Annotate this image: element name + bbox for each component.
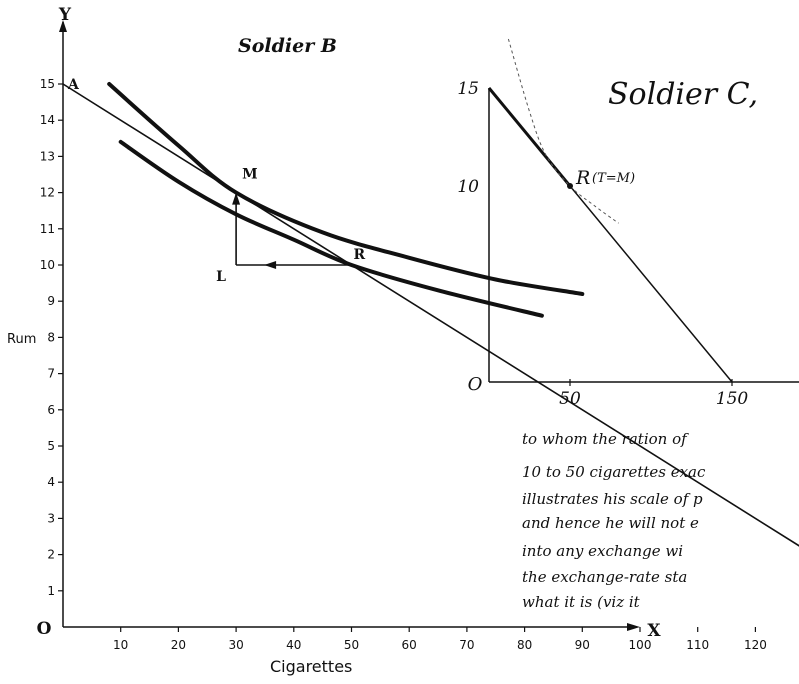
note-line: what it is (viz it	[522, 593, 641, 611]
point-a-label: A	[67, 77, 80, 93]
soldier-c-axes	[488, 88, 799, 386]
y-tick-label: 1	[47, 584, 55, 598]
inset-x-tick-label: 150	[716, 389, 749, 409]
indifference-curve-1	[107, 82, 585, 296]
y-tick-label: 8	[47, 330, 55, 344]
soldier-c-labels: O 10 15 50 150 R (T=M)	[457, 79, 748, 409]
y-tick-label: 2	[47, 548, 55, 562]
x-tick-label: 110	[686, 638, 709, 652]
indifference-curve-2	[118, 139, 544, 318]
x-axis-arrow	[627, 623, 640, 631]
x-tick-label: 100	[629, 638, 652, 652]
y-tick-label: 15	[40, 77, 55, 91]
origin-label: O	[37, 619, 52, 639]
x-tick-label: 20	[171, 638, 186, 652]
y-tick-label: 14	[40, 113, 55, 127]
soldier-b-axes	[59, 20, 640, 631]
inset-point-r-label: R	[575, 167, 590, 189]
inset-indifference-curve	[507, 38, 619, 224]
x-tick-label: 120	[744, 638, 767, 652]
note-line: the exchange-rate sta	[522, 568, 687, 586]
inset-budget-line-bold	[487, 87, 572, 187]
soldier-b-title: Soldier B	[238, 35, 337, 57]
x-tick-label: 50	[344, 638, 359, 652]
budget-line-ab	[62, 83, 799, 547]
inset-origin-label: O	[468, 374, 483, 395]
note-line: 10 to 50 cigarettes exac	[522, 463, 706, 481]
x-tick-label: 30	[228, 638, 243, 652]
y-tick-label: 11	[40, 222, 55, 236]
inset-point-r	[567, 183, 573, 189]
soldier-c-title: Soldier C,	[608, 77, 758, 112]
handwritten-note: to whom the ration of 10 to 50 cigarettes…	[522, 430, 706, 611]
x-tick-label: 10	[113, 638, 128, 652]
y-tick-label: 13	[40, 149, 55, 163]
trade-vertical-arrow	[232, 192, 241, 205]
point-m-label: M	[242, 167, 258, 183]
x-tick-label: 70	[459, 638, 474, 652]
y-tick-label: 10	[40, 258, 55, 272]
inset-point-r-annotation: (T=M)	[592, 171, 635, 186]
x-tick-label: 90	[575, 638, 590, 652]
inset-y-tick-label: 15	[457, 79, 479, 99]
y-axis-arrow	[59, 20, 67, 32]
note-line: and hence he will not e	[522, 514, 699, 532]
soldier-b-y-axis-label: Rum	[7, 332, 36, 347]
y-tick-label: 6	[47, 403, 55, 417]
soldier-b-series	[62, 82, 799, 547]
soldier-b-x-axis-label: Cigarettes	[270, 657, 352, 676]
note-line: into any exchange wi	[522, 542, 683, 560]
y-tick-label: 7	[47, 367, 55, 381]
y-tick-label: 9	[47, 294, 55, 308]
x-axis-letter: X	[647, 621, 661, 641]
y-axis-letter: Y	[58, 5, 72, 25]
y-tick-label: 5	[47, 439, 55, 453]
x-tick-label: 80	[517, 638, 532, 652]
point-r-label: R	[354, 247, 366, 263]
soldier-b-labels: YXOABMRL	[37, 5, 662, 641]
point-l-label: L	[216, 269, 226, 285]
inset-x-tick-label: 50	[559, 389, 581, 409]
y-tick-label: 12	[40, 186, 55, 200]
note-line: illustrates his scale of p	[522, 490, 703, 508]
inset-y-tick-label: 10	[457, 177, 479, 197]
soldier-c-series	[487, 38, 733, 383]
trade-horizontal-arrow	[264, 261, 277, 269]
y-tick-label: 3	[47, 511, 55, 525]
y-tick-label: 4	[47, 475, 55, 489]
x-tick-label: 40	[286, 638, 301, 652]
x-tick-label: 60	[402, 638, 417, 652]
note-line: to whom the ration of	[522, 430, 689, 448]
